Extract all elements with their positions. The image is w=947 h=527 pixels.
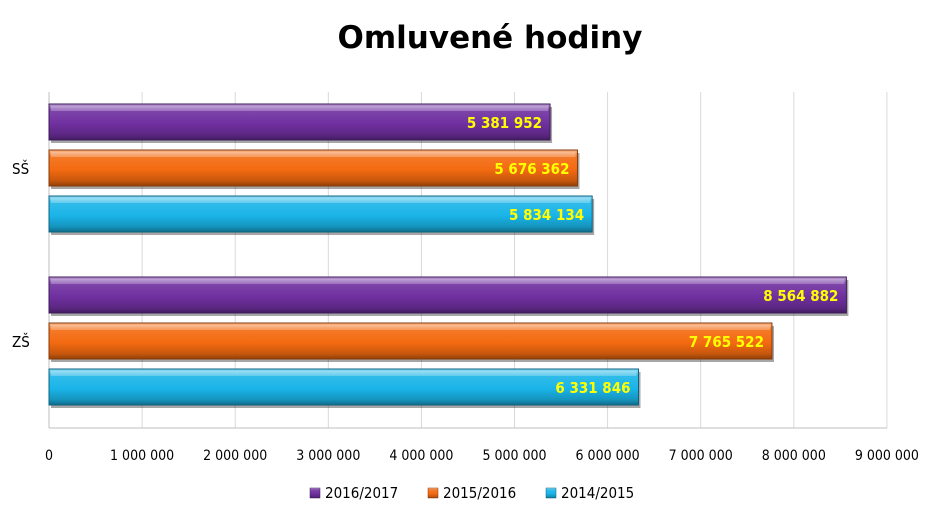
bar-bevel — [51, 198, 591, 203]
data-label: 6 331 846 — [555, 379, 630, 397]
bar-bevel — [51, 152, 576, 157]
x-tick-label: 2 000 000 — [203, 448, 267, 464]
category-label: SŠ — [12, 159, 29, 178]
x-tick-label: 4 000 000 — [389, 448, 453, 464]
bar — [48, 368, 639, 406]
bar-bevel — [51, 279, 845, 284]
x-tick-label: 8 000 000 — [762, 448, 826, 464]
data-label: 8 564 882 — [763, 287, 838, 305]
x-tick-label: 6 000 000 — [576, 448, 640, 464]
legend-swatch — [427, 487, 439, 499]
legend-swatch — [545, 487, 557, 499]
category-label: ZŠ — [12, 332, 30, 351]
bar-bevel — [51, 106, 549, 111]
bar — [48, 103, 551, 141]
x-tick-label: 3 000 000 — [296, 448, 360, 464]
legend-entry: 2015/2016 — [443, 484, 516, 502]
x-tick-label: 9 000 000 — [855, 448, 919, 464]
bar — [48, 322, 773, 360]
data-label: 7 765 522 — [689, 333, 764, 351]
x-tick-label: 5 000 000 — [482, 448, 546, 464]
data-label: 5 381 952 — [467, 114, 542, 132]
data-label: 5 834 134 — [509, 206, 584, 224]
chart-title: Omluvené hodiny — [337, 20, 643, 56]
x-tick-label: 1 000 000 — [110, 448, 174, 464]
bar — [48, 149, 578, 187]
legend-entry: 2016/2017 — [325, 484, 398, 502]
legend-entry: 2014/2015 — [561, 484, 634, 502]
x-tick-label: 7 000 000 — [669, 448, 733, 464]
bar-bevel — [51, 325, 770, 330]
bar — [48, 276, 847, 314]
x-tick-label: 0 — [45, 448, 53, 464]
legend-swatch — [309, 487, 321, 499]
bar — [48, 195, 593, 233]
bar-bevel — [51, 371, 637, 376]
data-label: 5 676 362 — [494, 160, 569, 178]
